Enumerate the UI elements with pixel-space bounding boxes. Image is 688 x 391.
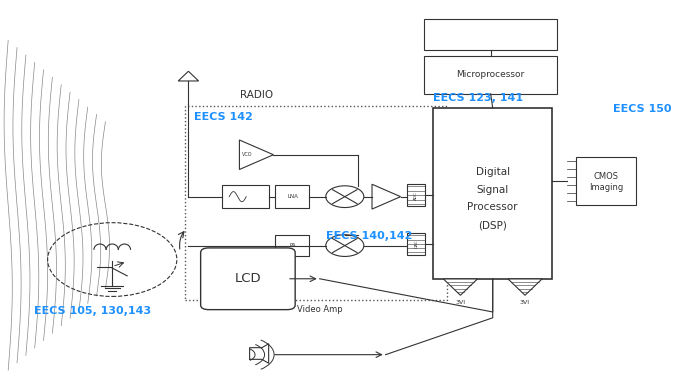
Bar xyxy=(407,233,425,255)
Text: Processor: Processor xyxy=(467,202,518,212)
Text: EECS 142: EECS 142 xyxy=(194,112,252,122)
Bar xyxy=(185,106,447,300)
Text: (DSP): (DSP) xyxy=(478,221,507,230)
Bar xyxy=(222,185,268,208)
Bar xyxy=(433,108,552,279)
Text: PA: PA xyxy=(289,243,296,248)
Text: EECS 140,142: EECS 140,142 xyxy=(326,231,413,241)
Bar xyxy=(407,184,425,206)
Bar xyxy=(275,185,310,208)
Polygon shape xyxy=(508,279,542,295)
Text: RADIO: RADIO xyxy=(240,90,273,100)
Text: Signal: Signal xyxy=(477,185,509,195)
Text: 3VI: 3VI xyxy=(455,300,466,305)
Text: ADC: ADC xyxy=(414,191,418,199)
Text: Imaging: Imaging xyxy=(589,183,623,192)
Text: Microprocessor: Microprocessor xyxy=(457,70,525,79)
Text: LCD: LCD xyxy=(235,272,261,285)
Text: EECS 123, 141: EECS 123, 141 xyxy=(433,93,524,104)
Text: EECS 105, 130,143: EECS 105, 130,143 xyxy=(34,306,151,316)
Bar xyxy=(424,19,557,50)
Text: VCO: VCO xyxy=(242,152,252,157)
Bar xyxy=(424,56,557,94)
Text: Video Amp: Video Amp xyxy=(297,305,343,314)
Text: EECS 150: EECS 150 xyxy=(614,104,672,114)
Bar xyxy=(275,235,310,256)
Bar xyxy=(576,157,636,205)
Text: 3VI: 3VI xyxy=(520,300,530,305)
Text: CMOS: CMOS xyxy=(594,172,619,181)
Text: DAC: DAC xyxy=(414,240,418,248)
Text: Digital: Digital xyxy=(475,167,510,177)
Text: LNA: LNA xyxy=(287,194,298,199)
FancyBboxPatch shape xyxy=(201,248,295,310)
Polygon shape xyxy=(444,279,477,295)
